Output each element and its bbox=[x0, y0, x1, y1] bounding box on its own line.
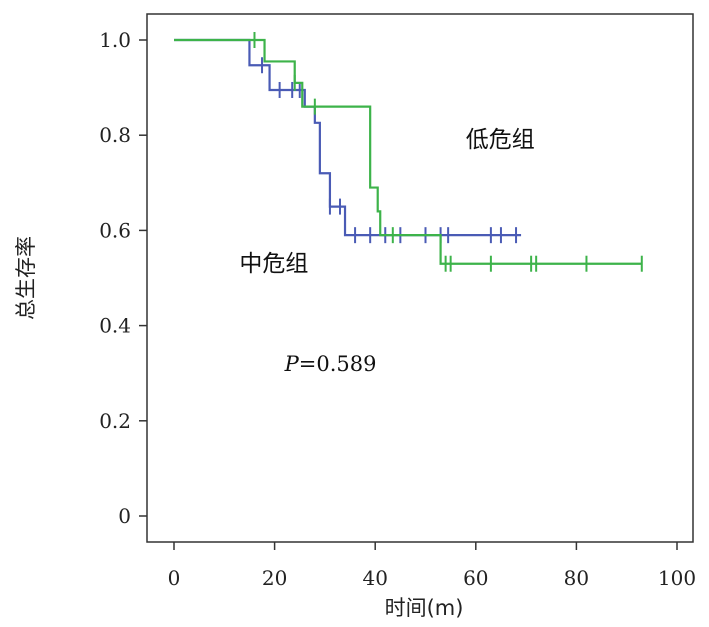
x-tick-label: 0 bbox=[168, 566, 181, 590]
x-axis: 0 20 40 60 80 100 bbox=[168, 542, 696, 590]
x-tick-label: 40 bbox=[362, 566, 387, 590]
y-axis-title: 总生存率 bbox=[14, 236, 38, 320]
survival-curve bbox=[174, 38, 522, 237]
y-tick-label: 0 bbox=[118, 504, 131, 528]
x-tick-label: 60 bbox=[463, 566, 488, 590]
y-tick-label: 0.6 bbox=[99, 218, 131, 242]
series-layer bbox=[174, 32, 643, 272]
plot-frame bbox=[146, 13, 694, 543]
p-value-annotation: P=0.589 bbox=[284, 352, 377, 376]
y-tick-label: 0.2 bbox=[99, 409, 131, 433]
y-tick-label: 0.8 bbox=[99, 123, 131, 147]
series-low-risk bbox=[174, 32, 643, 272]
y-axis: 0 0.2 0.4 0.6 0.8 1.0 bbox=[99, 28, 147, 528]
group-label: 中危组 bbox=[239, 251, 308, 277]
x-tick-label: 80 bbox=[564, 566, 589, 590]
survival-curve bbox=[174, 38, 642, 265]
y-tick-label: 1.0 bbox=[99, 28, 131, 52]
x-axis-title: 时间(m) bbox=[385, 596, 464, 620]
x-tick-label: 100 bbox=[658, 566, 696, 590]
x-tick-label: 20 bbox=[262, 566, 287, 590]
group-label: 低危组 bbox=[466, 127, 535, 153]
y-tick-label: 0.4 bbox=[99, 314, 131, 338]
